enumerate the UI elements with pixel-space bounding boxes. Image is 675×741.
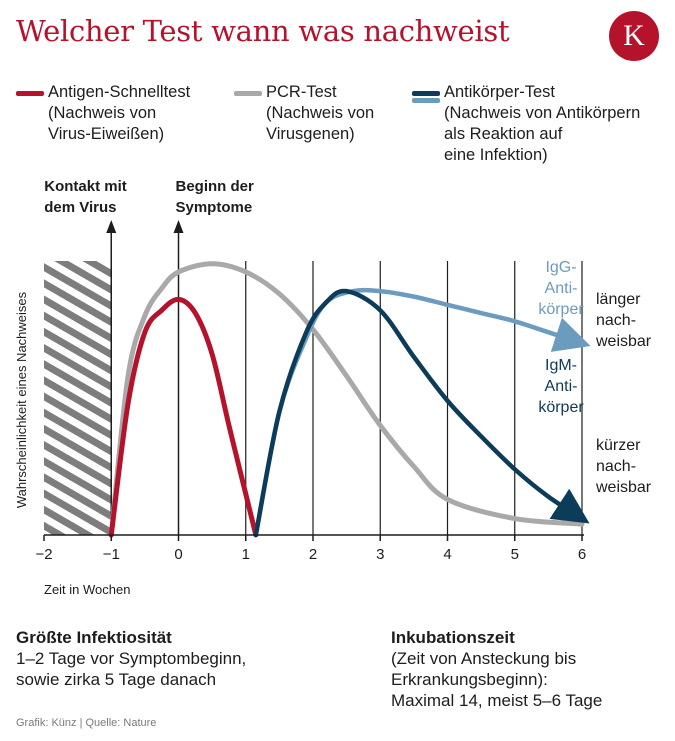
marker-label-contact-line2: dem Virus (44, 199, 116, 216)
x-tick-labels: −2 −1 0 1 2 3 4 5 6 (35, 535, 586, 563)
chart-title: Welcher Test wann was nachweist (16, 14, 510, 48)
x-tick-label: 1 (242, 546, 250, 563)
note-inkubationszeit: Inkubationszeit (Zeit von Ansteckung bis… (391, 627, 602, 711)
x-tick-label: 3 (376, 546, 384, 563)
series-line-1 (108, 261, 585, 538)
source-credit: Grafik: Künz | Quelle: Nature (16, 717, 157, 729)
annotation-text: Anti- (545, 378, 578, 395)
marker-arrowhead (173, 220, 184, 233)
legend-swatch-pcr (234, 91, 262, 96)
annotation-text: Anti- (545, 280, 578, 297)
note-infektiositaet: Größte Infektiosität 1–2 Tage vor Sympto… (16, 627, 246, 690)
annotations: IgG- Anti-körper IgM- Anti-körper länger nach… (538, 259, 651, 496)
legend-label-pcr: PCR-Test (Nachweis von Virusgenen) (266, 83, 375, 143)
series-layer (108, 261, 591, 538)
note-inkubationszeit-line: Maximal 14, meist 5–6 Tage (391, 691, 603, 710)
note-infektiositaet-line: sowie zirka 5 Tage danach (16, 670, 217, 689)
marker-label-symptoms-line2: Symptome (176, 199, 253, 216)
annotation-text: nach- (596, 458, 636, 475)
note-inkubationszeit-line: (Zeit von Ansteckung bis (391, 649, 577, 668)
note-infektiositaet-heading: Größte Infektiosität (16, 628, 172, 647)
week-gridlines (245, 261, 583, 535)
x-tick-label: 5 (511, 546, 519, 563)
x-axis-label: Zeit in Wochen (44, 582, 130, 597)
annotation-text: nach- (596, 312, 636, 329)
x-tick-label: 4 (443, 546, 451, 563)
x-tick-label: 0 (174, 546, 182, 563)
legend-swatch-antigen (16, 91, 44, 96)
legend-label-antikoerper: Antikörper-Test (Nachweis von Antikörper… (444, 83, 641, 164)
note-infektiositaet-line: 1–2 Tage vor Symptombeginn, (16, 649, 247, 668)
pre-infection-hatch (44, 261, 112, 535)
annotation-text: weisbar (595, 479, 652, 496)
series-line-2 (253, 287, 591, 538)
x-tick-label: −1 (103, 546, 120, 563)
note-inkubationszeit-heading: Inkubationszeit (391, 628, 515, 647)
series-line-3 (253, 288, 590, 538)
marker-label-symptoms: Beginn der (176, 178, 255, 195)
x-tick-label: 2 (309, 546, 317, 563)
annotation-text: länger (596, 291, 641, 308)
event-markers (106, 220, 184, 535)
marker-arrowhead (106, 220, 117, 233)
y-axis-label: Wahrscheinlichkeit eines Nachweises (14, 291, 29, 508)
annotation-text: körper (538, 301, 584, 318)
annotation-text: IgM- (545, 357, 577, 374)
legend-swatch-antikoerper-igg (412, 98, 440, 103)
chart: Kontakt mit dem Virus Beginn der Symptom… (14, 178, 652, 597)
legend-swatch-antikoerper-igm (412, 91, 440, 96)
legend-label-antigen: Antigen-Schnelltest (Nachweis von Virus-… (48, 83, 191, 143)
annotation-text: IgG- (545, 259, 576, 276)
note-inkubationszeit-line: Erkrankungsbeginn): (391, 670, 548, 689)
x-tick-label: −2 (35, 546, 52, 563)
marker-label-contact: Kontakt mit (44, 178, 127, 195)
annotation-text: körper (538, 399, 584, 416)
x-tick-label: 6 (578, 546, 586, 563)
annotation-text: kürzer (596, 437, 641, 454)
annotation-text: weisbar (595, 333, 652, 350)
series-line-0 (108, 296, 259, 538)
logo: K (609, 11, 659, 61)
